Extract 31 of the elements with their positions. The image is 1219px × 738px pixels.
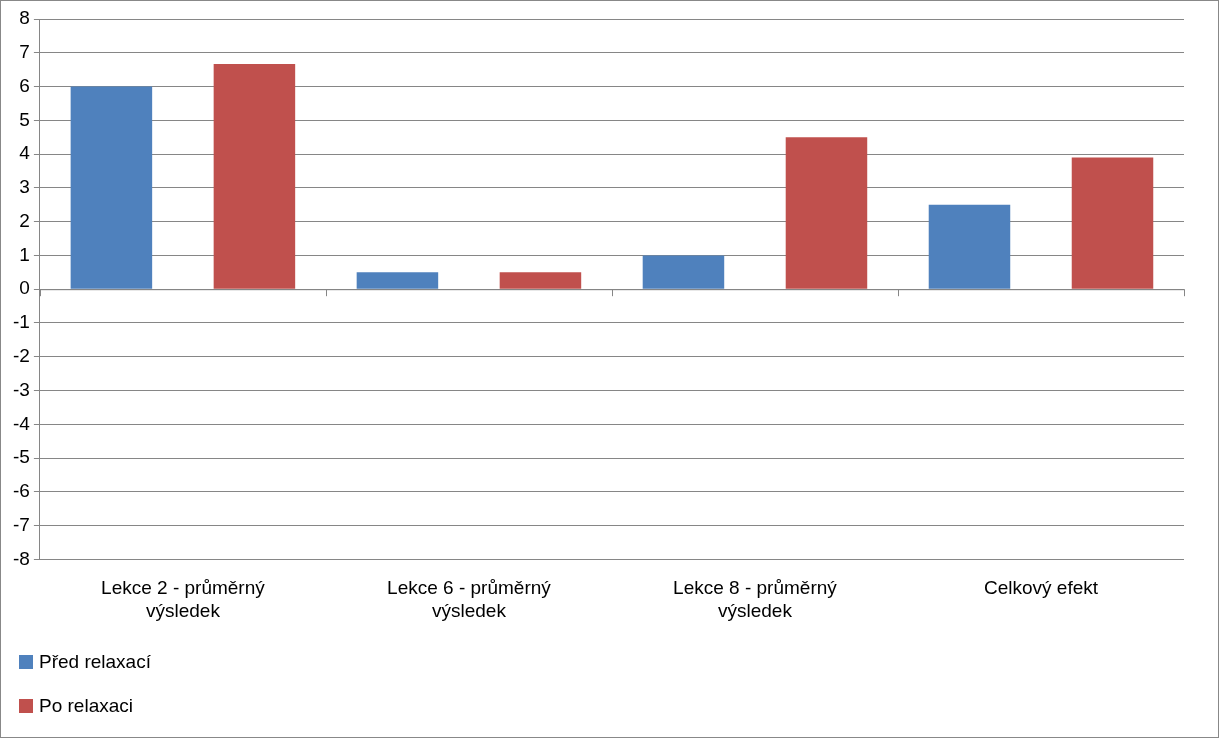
- bar: [642, 255, 725, 289]
- x-tick-label: Celkový efekt: [983, 577, 1099, 599]
- bar: [499, 272, 582, 289]
- y-tick-label: 7: [19, 41, 30, 63]
- x-tick-label: Lekce 8 - průměrný výsledek: [673, 577, 838, 621]
- y-tick-label: 2: [19, 209, 30, 231]
- y-tick-label: -8: [12, 547, 30, 569]
- y-tick-label: -3: [12, 378, 30, 400]
- bar: [213, 63, 296, 289]
- y-tick-label: 3: [19, 176, 30, 198]
- y-tick-label: -2: [12, 344, 30, 366]
- y-tick-label: -6: [12, 480, 30, 502]
- y-tick-label: -7: [12, 513, 30, 535]
- x-tick-label: Lekce 6 - průměrný výsledek: [387, 577, 552, 621]
- y-tick-label: -1: [12, 311, 30, 333]
- bar: [70, 86, 153, 289]
- y-tick-label: 8: [19, 7, 30, 29]
- legend-label: Po relaxaci: [39, 695, 133, 717]
- y-tick-label: -4: [12, 412, 31, 434]
- y-tick-label: -5: [12, 446, 30, 468]
- y-tick-label: 4: [19, 142, 31, 164]
- y-tick-label: 1: [19, 243, 30, 265]
- y-tick-label: 5: [19, 108, 30, 130]
- bar: [356, 272, 439, 289]
- bar: [928, 204, 1011, 289]
- y-tick-label: 6: [19, 74, 30, 96]
- bar: [785, 137, 868, 289]
- y-tick-label: 0: [19, 277, 30, 299]
- x-tick-label: Lekce 2 - průměrný výsledek: [101, 577, 266, 621]
- bar: [1071, 157, 1154, 289]
- legend-label: Před relaxací: [39, 651, 151, 673]
